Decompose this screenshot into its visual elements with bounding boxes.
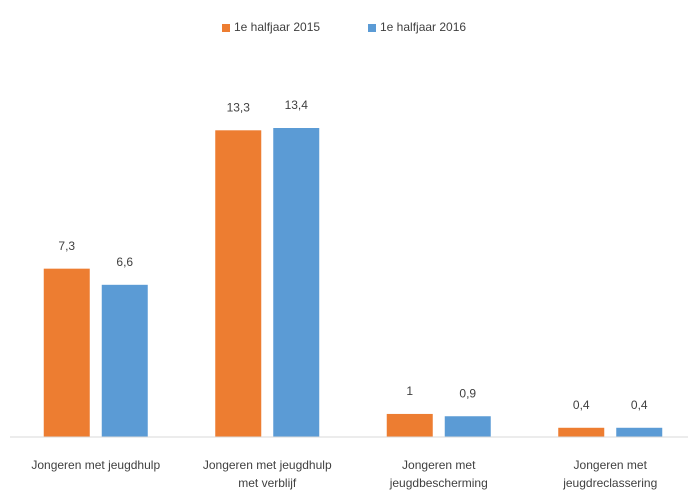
- bar: [444, 416, 491, 437]
- x-tick-label: Jongeren met jeugdhulp: [31, 458, 161, 472]
- value-label: 7,3: [58, 239, 75, 253]
- bar: [558, 427, 605, 437]
- bar: [101, 284, 148, 437]
- x-tick-label: Jongeren met jeugdbescherming: [389, 458, 488, 490]
- legend-label: 1e halfjaar 2015: [234, 20, 320, 34]
- x-tick-label: Jongeren met jeugdreclassering: [563, 458, 658, 490]
- legend-swatch: [368, 24, 376, 32]
- x-tick-label: Jongeren met jeugdhulp met verblijf: [202, 458, 332, 490]
- bar: [616, 427, 663, 437]
- value-label: 0,9: [459, 386, 476, 400]
- bar: [43, 268, 90, 437]
- bar: [273, 128, 320, 437]
- value-label: 0,4: [573, 398, 590, 412]
- value-label: 0,4: [631, 398, 648, 412]
- value-label: 13,3: [227, 100, 251, 114]
- value-label: 13,4: [285, 98, 309, 112]
- value-label: 6,6: [116, 255, 133, 269]
- legend-label: 1e halfjaar 2016: [380, 20, 466, 34]
- bar: [386, 413, 433, 437]
- value-label: 1: [406, 384, 413, 398]
- bar: [215, 130, 262, 437]
- legend-swatch: [222, 24, 230, 32]
